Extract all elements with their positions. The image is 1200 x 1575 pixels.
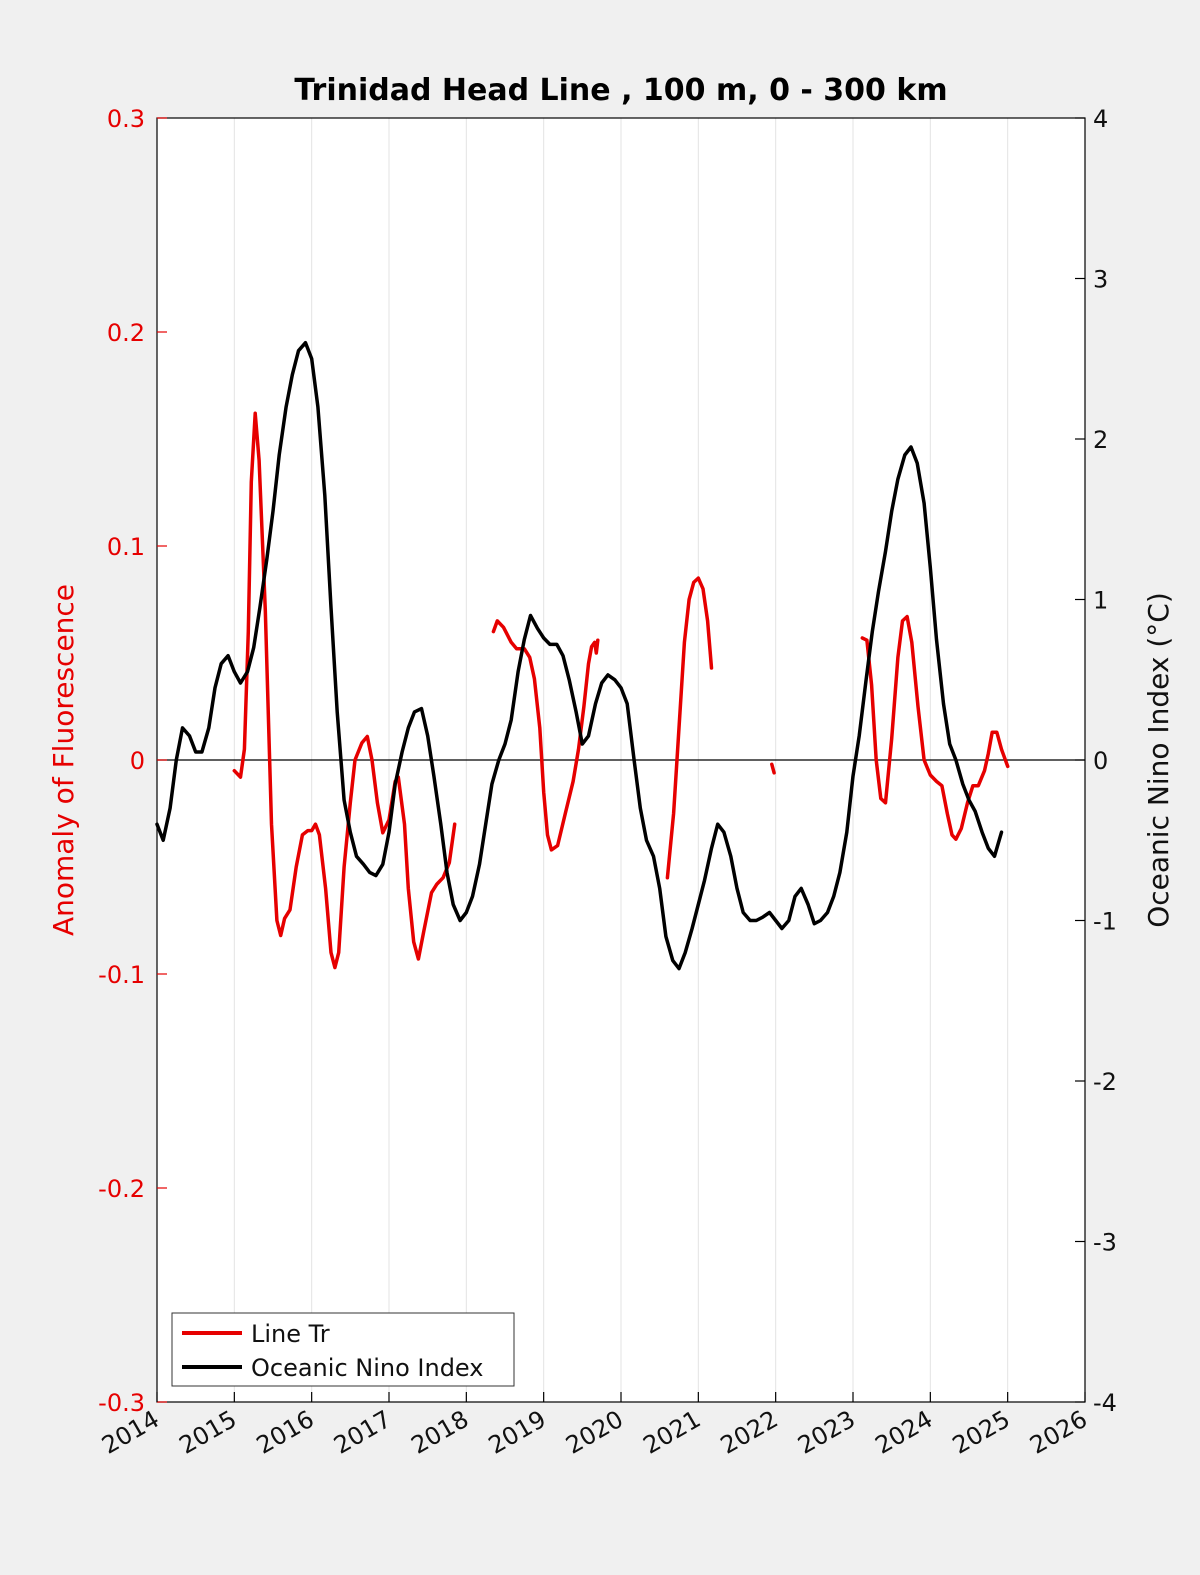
right-tick-label: 1: [1093, 587, 1108, 615]
series-line-tr-segment-4: [860, 614, 1010, 841]
left-tick-label: -0.2: [98, 1175, 145, 1203]
series-line-tr-segment-0: [232, 411, 457, 970]
legend-box: [171, 1312, 515, 1387]
right-tick-label: 3: [1093, 266, 1108, 294]
right-tick-label: -4: [1093, 1389, 1117, 1417]
right-tick-label: -1: [1093, 908, 1117, 936]
left-axis-label: Anomaly of Fluorescence: [47, 584, 80, 936]
right-tick-label: -2: [1093, 1068, 1117, 1096]
right-y-axis: -4 -3 -2 -1 0 1 2 3 4: [1075, 105, 1117, 1417]
right-axis-label: Oceanic Nino Index (°C): [1142, 592, 1175, 928]
series-oceanic-nino-index: [155, 340, 1004, 971]
series-layer: [155, 340, 1010, 971]
series-line-tr-segment-3: [770, 762, 776, 775]
chart-title: Trinidad Head Line , 100 m, 0 - 300 km: [294, 73, 947, 108]
left-y-axis: -0.3 -0.2 -0.1 0 0.1 0.2 0.3: [98, 105, 167, 1417]
left-tick-label: 0.3: [107, 105, 145, 133]
right-tick-label: 4: [1093, 105, 1108, 133]
left-tick-label: 0: [130, 747, 145, 775]
right-tick-label: -3: [1093, 1229, 1117, 1257]
right-tick-label: 2: [1093, 426, 1108, 454]
right-tick-label: 0: [1093, 747, 1108, 775]
series-line-tr-segment-1: [491, 619, 600, 852]
legend-label-line-tr: Line Tr: [251, 1320, 330, 1348]
legend-label-oni: Oceanic Nino Index: [251, 1354, 483, 1382]
left-tick-label: -0.3: [98, 1389, 145, 1417]
left-tick-label: 0.1: [107, 533, 145, 561]
series-line-tr-segment-2: [665, 576, 714, 880]
left-tick-label: 0.2: [107, 319, 145, 347]
left-tick-label: -0.1: [98, 961, 145, 989]
legend: Line Tr Oceanic Nino Index: [171, 1312, 515, 1387]
